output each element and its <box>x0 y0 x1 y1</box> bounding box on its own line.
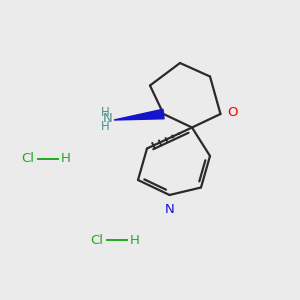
Text: H: H <box>61 152 71 166</box>
Text: H: H <box>130 233 140 247</box>
Text: H: H <box>101 106 110 119</box>
Polygon shape <box>114 109 164 120</box>
Text: O: O <box>227 106 238 119</box>
Text: Cl: Cl <box>90 233 103 247</box>
Text: Cl: Cl <box>21 152 34 166</box>
Text: N: N <box>103 112 112 125</box>
Text: H: H <box>101 120 110 133</box>
Text: N: N <box>165 203 174 216</box>
